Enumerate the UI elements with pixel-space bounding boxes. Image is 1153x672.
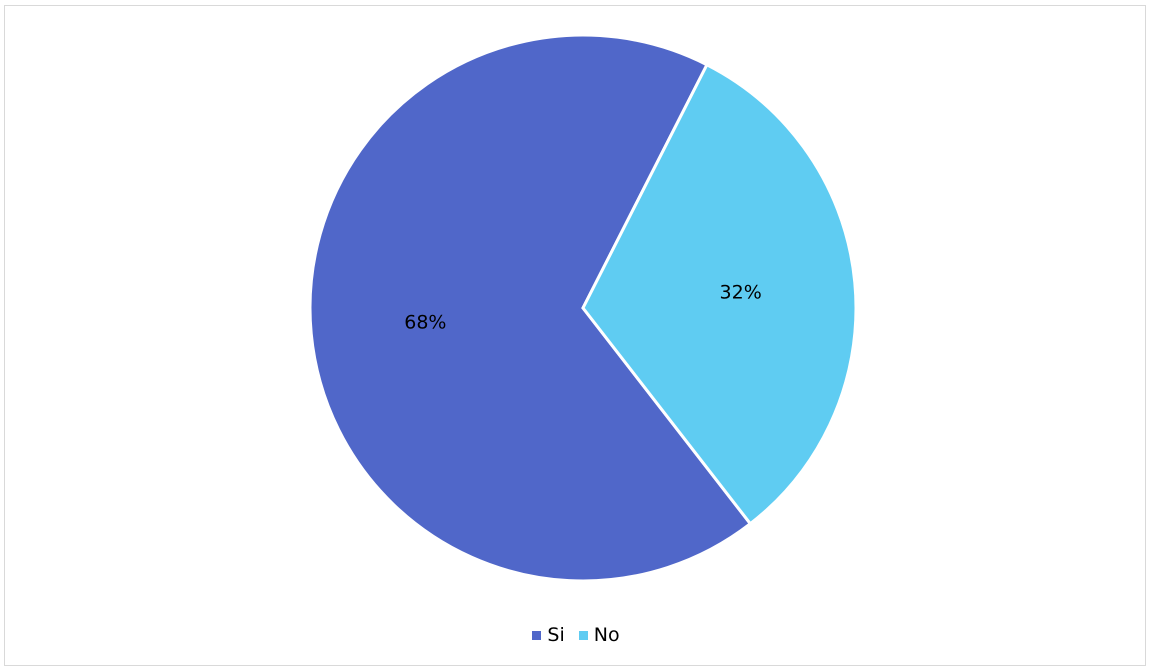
- legend-item-no: No: [578, 624, 620, 646]
- chart-area: 68% 32% Si No: [4, 5, 1146, 666]
- data-label-si: 68%: [404, 311, 446, 333]
- legend: Si No: [5, 624, 1147, 646]
- pie-slice-no: [581, 62, 858, 526]
- legend-label-si: Si: [547, 624, 565, 646]
- legend-label-no: No: [593, 624, 620, 646]
- legend-swatch-si: [532, 630, 542, 640]
- legend-item-si: Si: [532, 624, 565, 646]
- pie-chart: 68% 32%: [308, 33, 858, 583]
- legend-swatch-no: [578, 630, 588, 640]
- pie-slice-si: [308, 33, 753, 583]
- data-label-no: 32%: [720, 282, 762, 304]
